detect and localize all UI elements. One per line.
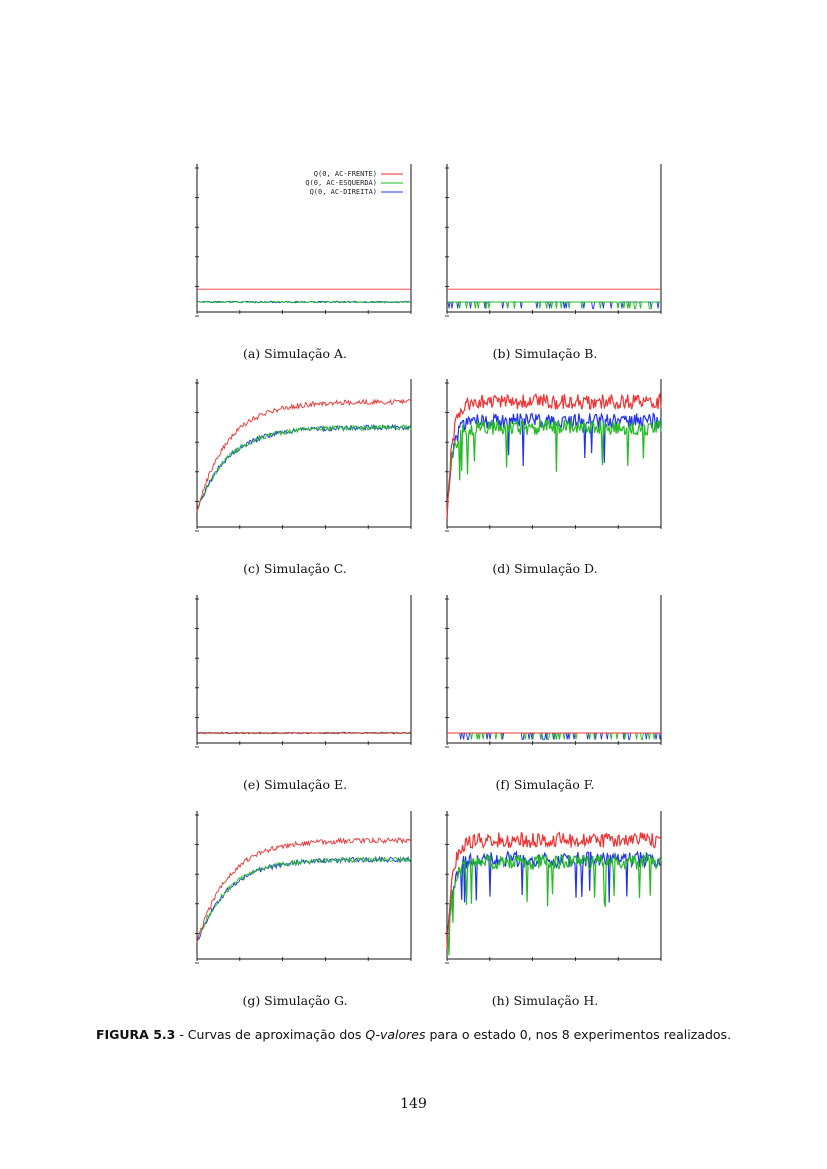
series-line-esquerda (447, 301, 661, 309)
page-number: 149 (400, 1096, 427, 1112)
sub-caption-g: (g) Simulação G. (242, 993, 348, 1008)
chart-h (445, 811, 662, 964)
figure-caption-label: FIGURA 5.3 (95, 1027, 176, 1042)
panel-simulation-d: (d) Simulação D. (425, 377, 665, 597)
series-line-esquerda (447, 732, 661, 740)
legend-label: Q(0, AC-ESQUERDA) (305, 179, 377, 187)
sub-caption-e: (e) Simulação E. (242, 777, 348, 792)
series-line-esquerda (196, 423, 412, 512)
figure-caption-sep: - Curvas de aproximação dos (175, 1027, 366, 1042)
chart-b (445, 164, 662, 317)
figure-caption: FIGURA 5.3 - Curvas de aproximação dos Q… (40, 1027, 787, 1042)
series-line-esquerda (196, 300, 411, 304)
sub-caption-d: (d) Simulação D. (492, 561, 598, 576)
figure-caption-text: para o estado 0, nos 8 experimentos real… (425, 1027, 732, 1042)
chart-g (195, 811, 412, 964)
panel-simulation-a: Q(0, AC-FRENTE) Q(0, AC-ESQUERDA) Q(0, AC-… (175, 162, 415, 382)
panel-simulation-g: (g) Simulação G. (175, 809, 415, 1029)
panel-simulation-b: (b) Simulação B. (425, 162, 665, 382)
series-line-frente (196, 398, 412, 512)
panel-simulation-f: (f) Simulação F. (425, 593, 665, 813)
sub-caption-f: (f) Simulação F. (495, 777, 595, 792)
legend-label: Q(0, AC-DIREITA) (310, 188, 377, 196)
series-line-frente (446, 392, 662, 519)
chart-a: Q(0, AC-FRENTE)Q(0, AC-ESQUERDA)Q(0, AC-… (195, 164, 412, 317)
sub-caption-b: (b) Simulação B. (492, 346, 598, 361)
series-line-frente (196, 836, 412, 943)
sub-caption-h: (h) Simulação H. (491, 993, 599, 1008)
series-line-direita (196, 855, 412, 943)
chart-c (195, 379, 412, 532)
chart-d (445, 379, 662, 532)
figure-caption-emphasis: Q-valores (365, 1027, 426, 1042)
chart-f (445, 595, 662, 748)
chart-legend: Q(0, AC-FRENTE)Q(0, AC-ESQUERDA)Q(0, AC-… (305, 170, 403, 196)
panel-simulation-c: (c) Simulação C. (175, 377, 415, 597)
chart-e (195, 595, 412, 748)
series-line-esquerda (196, 855, 412, 943)
sub-caption-a: (a) Simulação A. (242, 346, 348, 361)
series-line-esquerda (446, 419, 662, 519)
sub-caption-c: (c) Simulação C. (243, 561, 347, 576)
series-line-esquerda (446, 852, 662, 956)
legend-label: Q(0, AC-FRENTE) (314, 170, 377, 178)
series-line-direita (446, 412, 662, 519)
panel-simulation-e: (e) Simulação E. (175, 593, 415, 813)
panel-simulation-h: (h) Simulação H. (425, 809, 665, 1029)
series-line-frente (446, 831, 662, 949)
